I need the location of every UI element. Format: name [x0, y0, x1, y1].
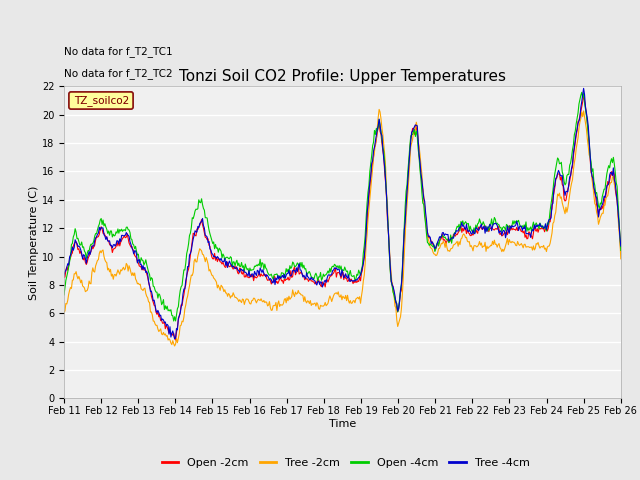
Open -2cm — [433, 243, 440, 249]
Open -2cm — [204, 236, 212, 242]
Open -4cm — [313, 273, 321, 279]
Open -2cm — [313, 280, 321, 286]
Tree -4cm — [389, 284, 397, 289]
Open -2cm — [617, 251, 625, 256]
Line: Tree -2cm: Tree -2cm — [64, 109, 621, 346]
Tree -4cm — [480, 224, 488, 229]
Title: Tonzi Soil CO2 Profile: Upper Temperatures: Tonzi Soil CO2 Profile: Upper Temperatur… — [179, 69, 506, 84]
Open -4cm — [578, 89, 586, 95]
Open -4cm — [389, 289, 397, 295]
Tree -2cm — [159, 332, 166, 337]
Open -4cm — [617, 248, 625, 253]
Open -2cm — [159, 320, 166, 326]
Tree -4cm — [617, 243, 625, 249]
Tree -2cm — [313, 300, 321, 306]
Tree -2cm — [171, 343, 179, 349]
Open -2cm — [389, 284, 397, 290]
Tree -4cm — [433, 242, 440, 248]
Tree -4cm — [204, 240, 212, 245]
Line: Open -2cm: Open -2cm — [64, 96, 621, 340]
Legend: Open -2cm, Tree -2cm, Open -4cm, Tree -4cm: Open -2cm, Tree -2cm, Open -4cm, Tree -4… — [157, 453, 534, 472]
Tree -4cm — [159, 316, 166, 322]
Open -4cm — [170, 318, 177, 324]
Tree -4cm — [580, 85, 588, 91]
Legend: TZ_soilco2: TZ_soilco2 — [69, 92, 132, 109]
Tree -2cm — [375, 107, 383, 112]
Tree -2cm — [390, 292, 398, 298]
Open -4cm — [60, 292, 68, 298]
Line: Tree -4cm: Tree -4cm — [64, 88, 621, 339]
Tree -2cm — [617, 256, 625, 262]
Open -4cm — [159, 300, 166, 306]
Tree -2cm — [204, 261, 212, 267]
Open -4cm — [204, 222, 212, 228]
Text: No data for f_T2_TC1: No data for f_T2_TC1 — [64, 46, 173, 57]
Open -2cm — [480, 223, 488, 228]
Open -2cm — [60, 275, 68, 280]
Tree -2cm — [434, 250, 442, 256]
X-axis label: Time: Time — [329, 419, 356, 429]
Tree -4cm — [171, 336, 179, 342]
Open -4cm — [433, 241, 440, 247]
Text: No data for f_T2_TC2: No data for f_T2_TC2 — [64, 68, 173, 79]
Open -2cm — [580, 93, 588, 98]
Open -2cm — [172, 337, 179, 343]
Line: Open -4cm: Open -4cm — [64, 92, 621, 321]
Tree -4cm — [313, 282, 321, 288]
Tree -2cm — [60, 309, 68, 315]
Y-axis label: Soil Temperature (C): Soil Temperature (C) — [29, 185, 39, 300]
Open -4cm — [480, 221, 488, 227]
Tree -4cm — [60, 273, 68, 279]
Tree -2cm — [481, 240, 489, 245]
